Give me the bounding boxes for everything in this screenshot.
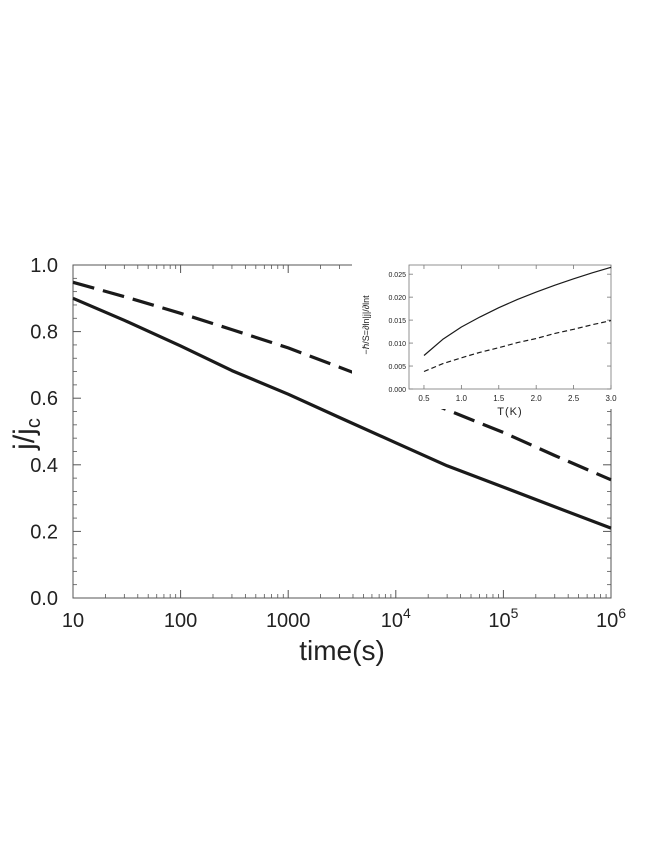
y-tick-label: 0.2 — [30, 521, 58, 543]
inset-y-tick-label: 0.000 — [388, 387, 406, 394]
x-tick-label: 106 — [596, 605, 626, 632]
inset-frame — [408, 264, 612, 390]
y-axis-label: j/jc — [8, 418, 45, 451]
y-axis-label-main: j/j — [8, 428, 41, 451]
y-tick-label: 0.0 — [30, 588, 58, 610]
inset-plot: 0.5 1.0 1.5 2.0 2.5 3.0 0.000 0.005 0.010 0.015 0.… — [352, 262, 617, 418]
inset-y-tick-label: 0.020 — [388, 295, 406, 302]
x-tick-label-base: 1000 — [266, 610, 311, 632]
x-tick-label-exponent: 6 — [618, 605, 626, 621]
x-tick-label: 104 — [381, 605, 411, 632]
inset-y-axis-label: −ℏ/S=∂ln|j|/∂lnt — [361, 295, 371, 355]
inset-background — [352, 262, 614, 409]
y-axis-label-subscript: c — [23, 418, 45, 428]
x-tick-label-base: 10 — [488, 610, 510, 632]
x-tick-label-exponent: 4 — [403, 605, 411, 621]
x-axis-label: time(s) — [299, 635, 385, 666]
inset-dashed-series-line — [423, 320, 612, 373]
x-tick-label-base: 10 — [596, 610, 618, 632]
x-tick-label-base: 100 — [164, 610, 197, 632]
solid-series-line — [72, 296, 612, 530]
y-tick-label: 0.6 — [30, 388, 58, 410]
inset-x-axis-label: T(K) — [497, 406, 522, 418]
inset-y-tick-label: 0.015 — [388, 318, 406, 325]
y-tick-label: 0.8 — [30, 322, 58, 344]
x-tick-label: 100 — [164, 610, 197, 632]
inset-y-tick-label: 0.025 — [388, 272, 406, 279]
inset-x-tick-label: 1.5 — [493, 394, 505, 403]
main-plot-frame — [72, 264, 612, 599]
x-tick-label-base: 10 — [62, 610, 84, 632]
inset-y-tick-label: 0.010 — [388, 341, 406, 348]
main-plot: 10 100 1000 104 105 1060.00.20.40.60.81.0time… — [8, 255, 626, 666]
inset-x-tick-label: 0.5 — [418, 394, 430, 403]
inset-x-tick-label: 1.0 — [456, 394, 468, 403]
y-tick-label: 1.0 — [30, 255, 58, 277]
x-tick-label: 1000 — [266, 610, 311, 632]
y-tick-label: 0.4 — [30, 455, 58, 477]
inset-x-tick-label: 2.5 — [568, 394, 580, 403]
x-tick-label: 105 — [488, 605, 518, 632]
x-tick-label-exponent: 5 — [511, 605, 519, 621]
inset-y-tick-label: 0.005 — [388, 364, 406, 371]
x-tick-label-base: 10 — [381, 610, 403, 632]
x-tick-label: 10 — [62, 610, 84, 632]
inset-solid-series-line — [423, 266, 612, 356]
inset-x-tick-label: 3.0 — [605, 394, 617, 403]
inset-x-tick-label: 2.0 — [531, 394, 543, 403]
dashed-series-line — [72, 280, 612, 482]
